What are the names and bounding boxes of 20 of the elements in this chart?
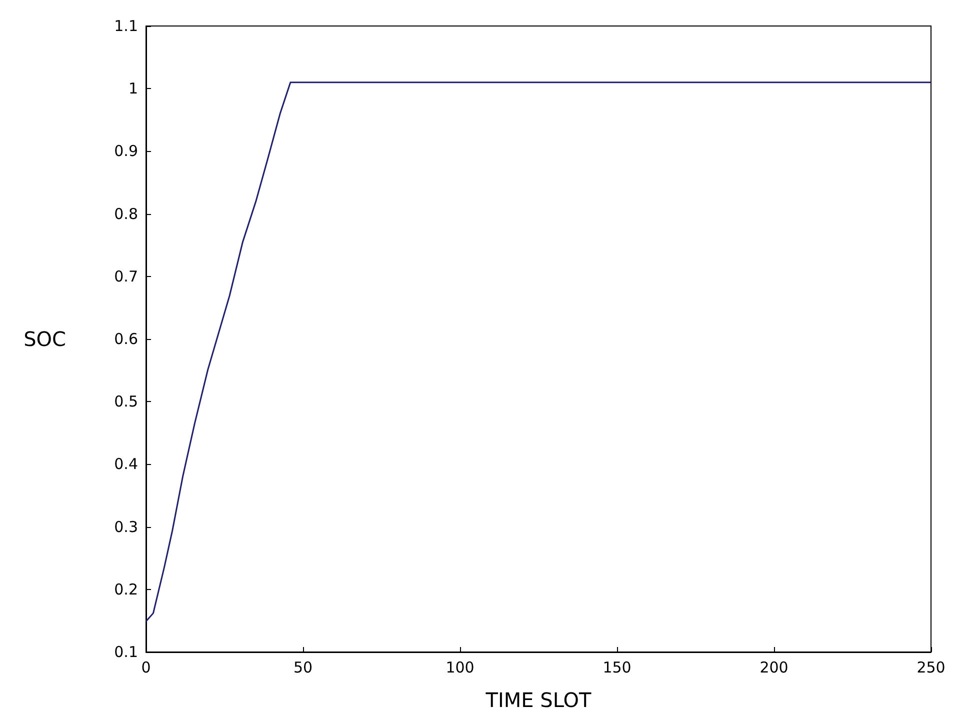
x-tick-label: 200 xyxy=(760,658,788,676)
y-tick-label: 0.5 xyxy=(114,392,138,411)
x-axis-title: TIME SLOT xyxy=(484,688,592,712)
x-tick-label: 150 xyxy=(602,658,632,676)
y-axis-title: SOC xyxy=(24,327,66,351)
x-tick-label: 50 xyxy=(293,658,313,676)
y-tick-label: 0.7 xyxy=(114,267,138,286)
y-tick-label: 0.4 xyxy=(114,455,138,474)
y-tick-label: 0.1 xyxy=(114,643,138,661)
y-tick-label: 0.8 xyxy=(114,204,138,223)
y-tick-label: 0.2 xyxy=(114,580,138,598)
y-tick-label: 0.9 xyxy=(114,142,138,160)
y-tick-label: 1.1 xyxy=(114,17,138,35)
y-tick-label: 1 xyxy=(128,80,138,98)
y-tick-label: 0.6 xyxy=(114,330,138,348)
x-tick-label: 250 xyxy=(916,658,946,676)
line-series xyxy=(145,82,932,622)
x-tick-label: 0 xyxy=(141,658,151,676)
y-tick-label: 0.3 xyxy=(114,518,138,536)
x-tick-label: 100 xyxy=(446,658,474,676)
